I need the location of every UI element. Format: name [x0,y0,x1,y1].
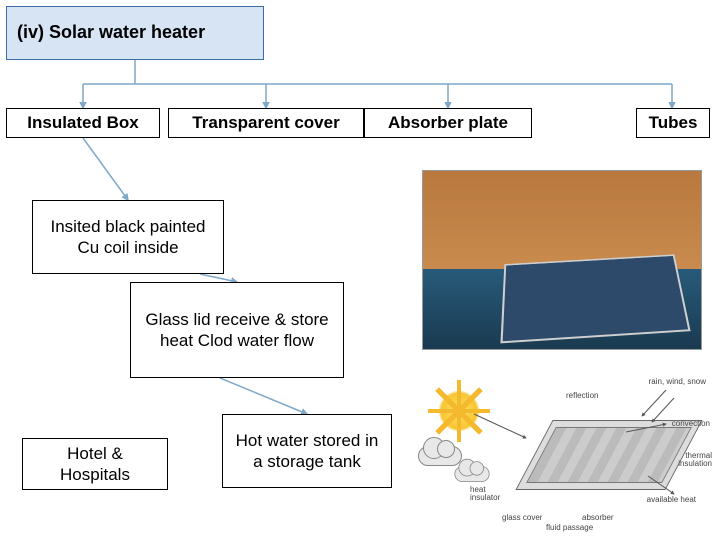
component-transparent-cover: Transparent cover [168,108,364,138]
schematic-diagram: rain, wind, snow reflection convection t… [416,376,712,532]
component-absorber-plate: Absorber plate [364,108,532,138]
photo-solar-heater [422,170,702,350]
desc-usage: Hotel & Hospitals [22,438,168,490]
desc-glass: Glass lid receive & store heat Clod wate… [130,282,344,378]
desc-coil: Insited black painted Cu coil inside [32,200,224,274]
title-box: (iv) Solar water heater [6,6,264,60]
component-tubes: Tubes [636,108,710,138]
desc-storage: Hot water stored in a storage tank [222,414,392,488]
component-insulated-box: Insulated Box [6,108,160,138]
